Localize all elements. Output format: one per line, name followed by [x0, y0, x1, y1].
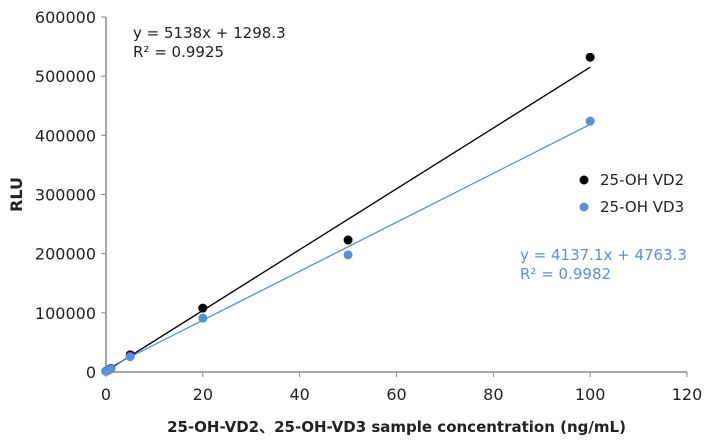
- legend-marker: [579, 202, 589, 212]
- data-point: [106, 364, 116, 374]
- y-axis-label: RLU: [7, 177, 26, 212]
- legend-label: 25-OH VD3: [600, 198, 684, 216]
- legend-label: 25-OH VD2: [600, 171, 684, 189]
- trendline: [105, 123, 591, 370]
- x-axis-label: 25-OH-VD2、25-OH-VD3 sample concentration…: [167, 418, 626, 436]
- y-tick-label: 100000: [35, 304, 96, 323]
- data-point: [125, 352, 135, 362]
- trendline-equation: y = 4137.1x + 4763.3: [520, 246, 687, 264]
- y-tick-label: 500000: [35, 67, 96, 86]
- y-tick-label: 400000: [35, 126, 96, 145]
- r-squared: R² = 0.9925: [133, 43, 224, 61]
- data-point: [198, 303, 208, 313]
- data-point: [343, 235, 353, 245]
- y-tick-label: 300000: [35, 186, 96, 205]
- data-point: [343, 250, 353, 260]
- legend-marker: [579, 175, 589, 185]
- x-tick-label: 20: [193, 385, 213, 404]
- x-tick-label: 40: [289, 385, 309, 404]
- y-tick-label: 0: [86, 363, 96, 382]
- trendline-equation: y = 5138x + 1298.3: [133, 24, 286, 42]
- x-tick-label: 120: [672, 385, 703, 404]
- x-tick-label: 80: [483, 385, 503, 404]
- y-tick-label: 600000: [35, 8, 96, 27]
- x-tick-label: 0: [101, 385, 111, 404]
- x-tick-label: 60: [386, 385, 406, 404]
- trendline: [105, 66, 591, 372]
- data-point: [585, 116, 595, 126]
- data-point: [198, 313, 208, 323]
- data-point: [585, 52, 595, 62]
- y-tick-label: 200000: [35, 245, 96, 264]
- x-tick-label: 100: [575, 385, 606, 404]
- r-squared: R² = 0.9982: [520, 265, 611, 283]
